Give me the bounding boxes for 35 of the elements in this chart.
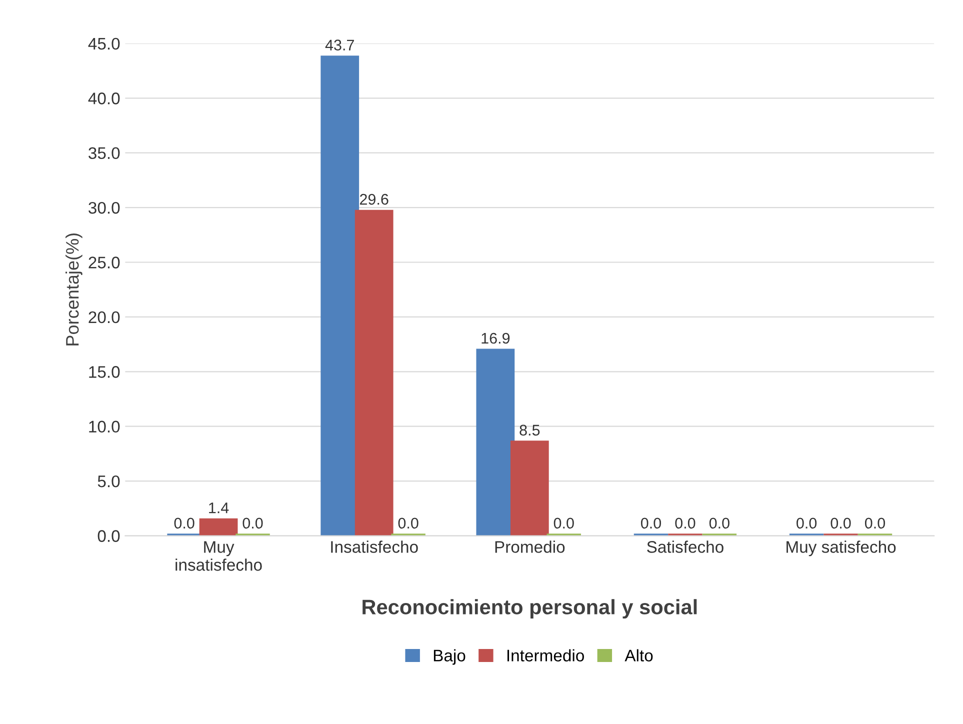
data-label: 8.5 [520,424,540,436]
y-tick-label: 0.0 [98,530,120,542]
data-label: 0.0 [796,518,817,529]
data-label: 0.0 [675,518,696,529]
x-tick-label: Satisfecho [647,540,724,553]
y-axis-title: Porcentaje(%) [66,234,82,346]
data-label: 0.0 [830,518,851,529]
data-label: 0.0 [640,518,662,529]
y-tick-label: 15.0 [89,366,120,378]
y-tick-label: 30.0 [88,202,120,214]
data-label: 1.4 [209,502,229,514]
data-label: 0.0 [709,518,730,529]
y-tick-label: 20.0 [88,311,120,324]
x-tick-label: Muy insatisfecho [176,541,262,571]
data-label: 29.6 [360,194,388,205]
y-tick-label: 45.0 [88,38,120,50]
data-label: 0.0 [174,518,194,529]
data-label: 0.0 [554,518,574,529]
data-label: 0.0 [398,518,418,529]
legend-label: Intermedio [507,649,584,662]
x-tick-label: Promedio [495,540,565,553]
x-tick-label: Muy satisfecho [786,540,896,556]
legend-label: Bajo [434,649,466,665]
y-tick-label: 10.0 [89,420,120,433]
y-tick-label: 25.0 [88,256,120,268]
x-axis-title: Reconocimiento personal y social [362,599,697,619]
data-label: 43.7 [325,40,354,50]
data-label: 16.9 [482,332,510,344]
legend-label: Alto [624,649,653,662]
data-label: 0.0 [242,518,263,529]
y-tick-label: 5.0 [98,475,120,488]
y-tick-label: 40.0 [88,92,120,104]
data-label: 0.0 [864,518,886,529]
y-tick-label: 35.0 [88,147,120,160]
x-tick-label: Insatisfecho [331,540,418,553]
